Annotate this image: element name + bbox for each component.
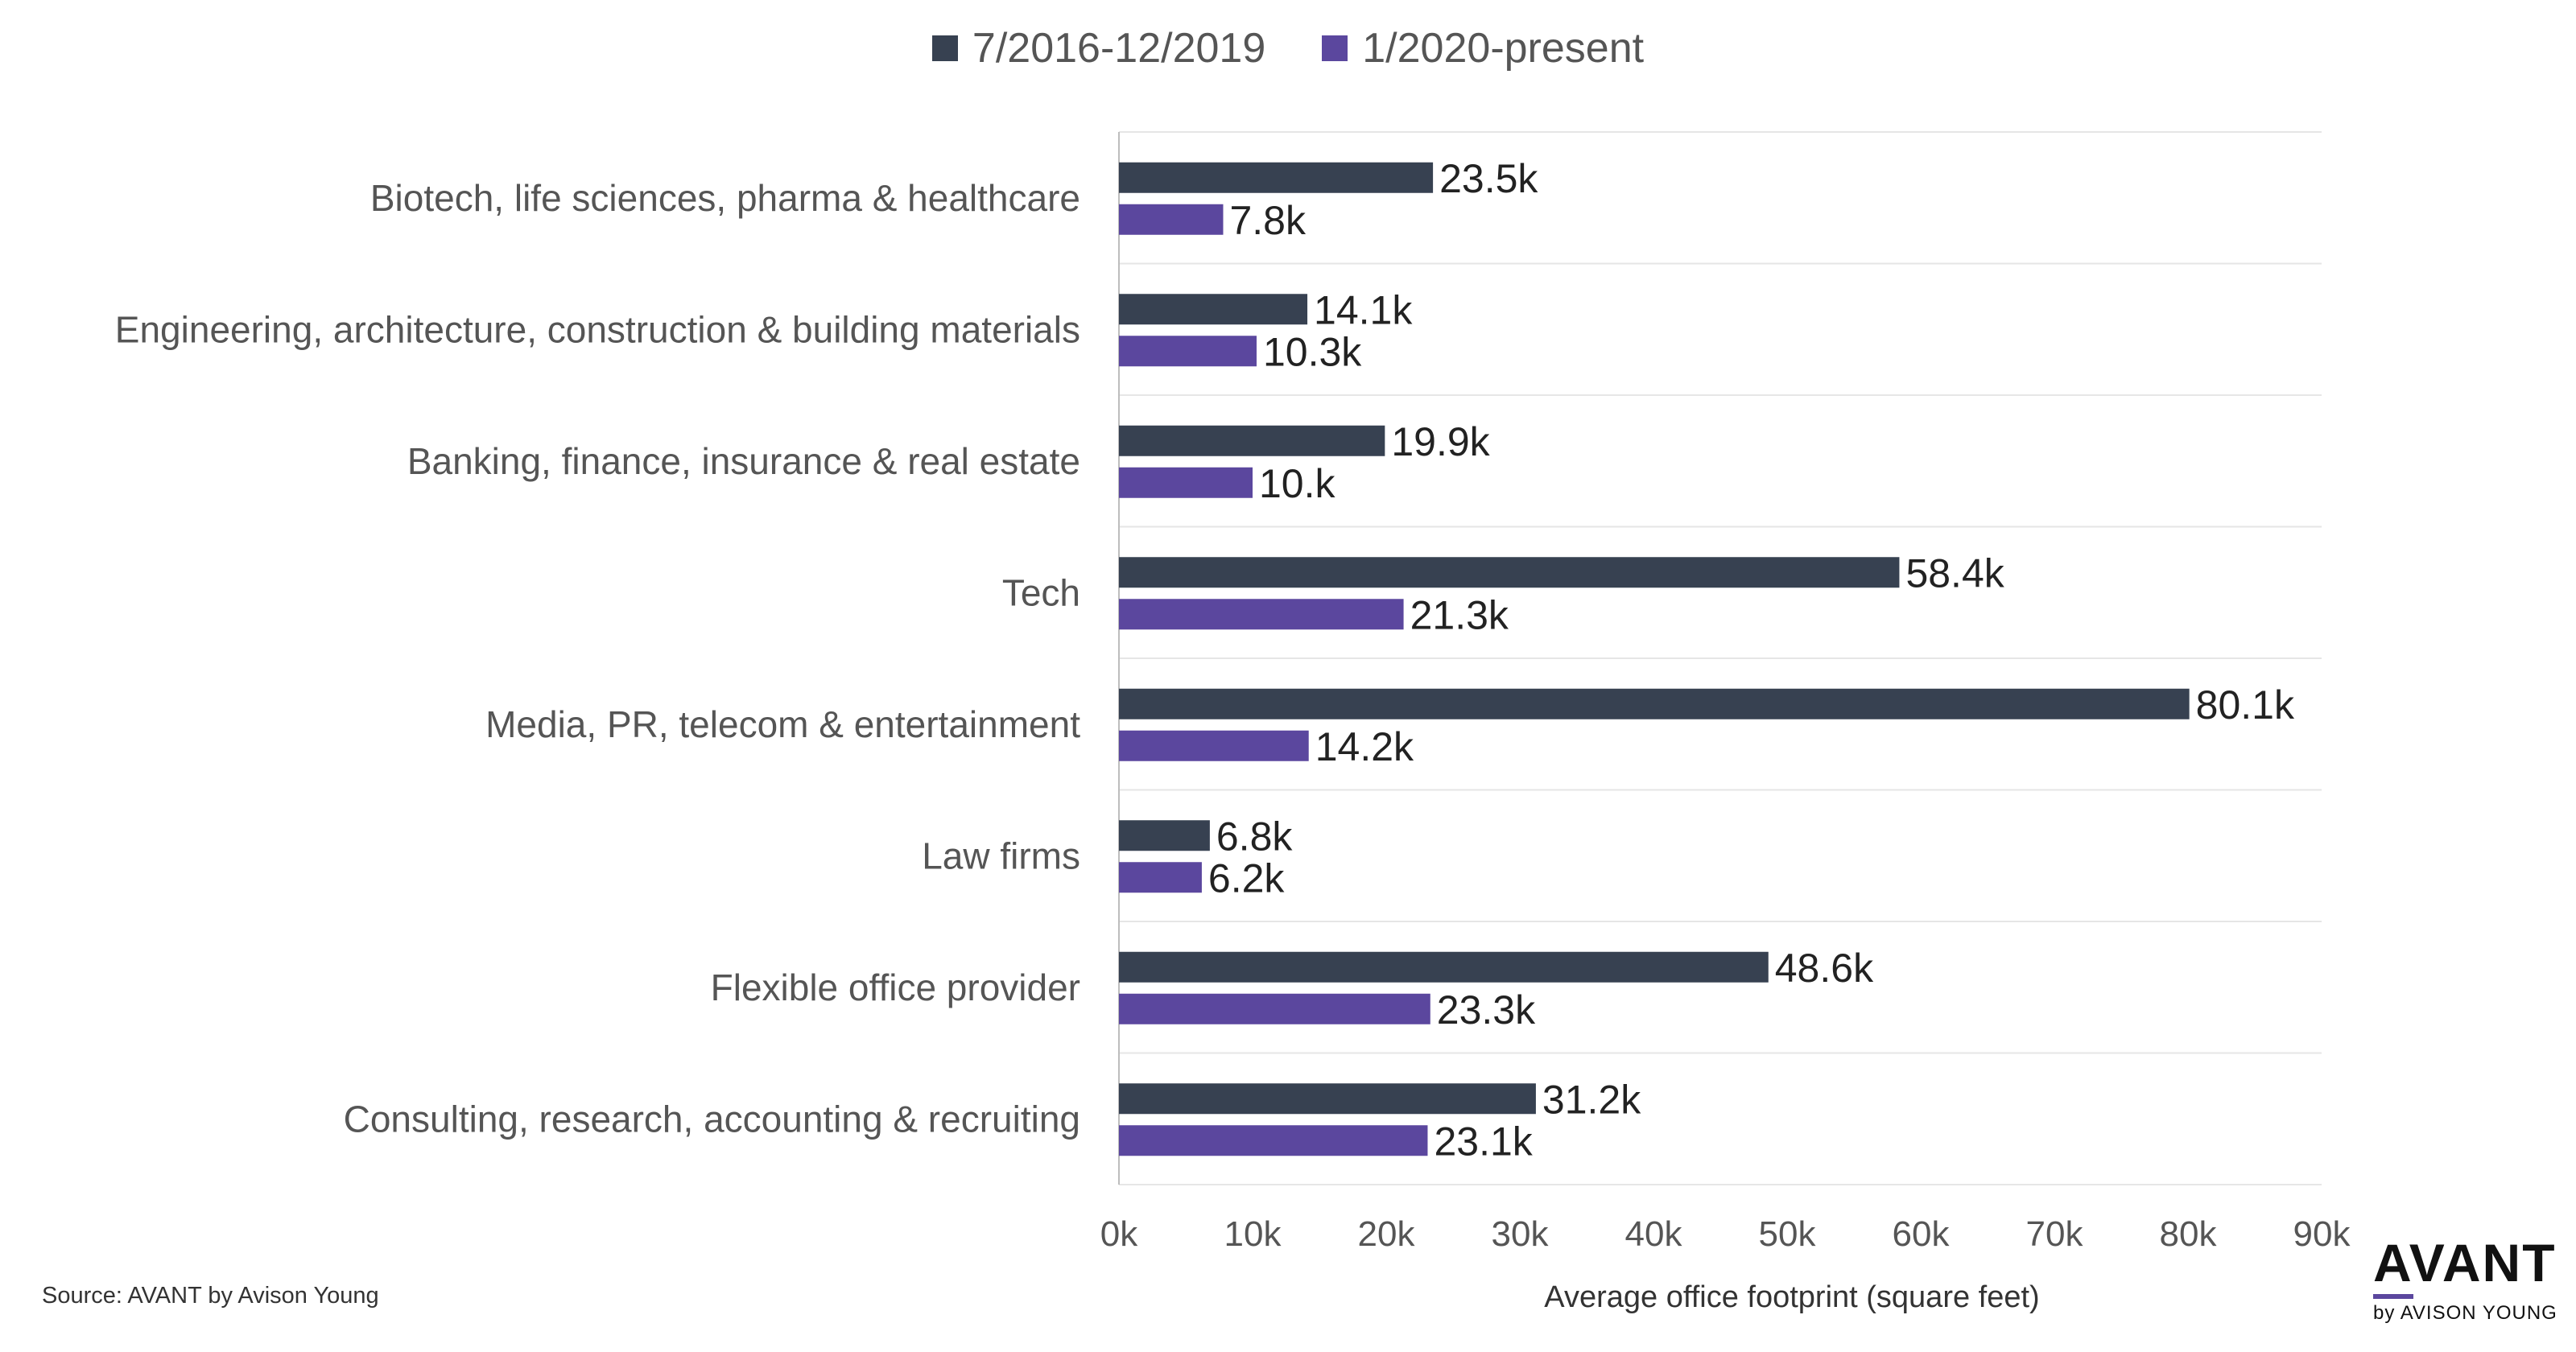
bar xyxy=(1119,163,1433,193)
data-label: 6.8k xyxy=(1216,814,1294,859)
category-label: Biotech, life sciences, pharma & healthc… xyxy=(370,177,1080,219)
bar xyxy=(1119,426,1385,456)
data-label: 48.6k xyxy=(1775,946,1874,991)
data-label: 6.2k xyxy=(1208,855,1286,901)
bar xyxy=(1119,862,1202,892)
bar xyxy=(1119,468,1253,498)
bar xyxy=(1119,731,1309,761)
bar xyxy=(1119,1083,1536,1114)
x-tick-label: 10k xyxy=(1224,1214,1282,1254)
bar xyxy=(1119,820,1210,851)
data-label: 31.2k xyxy=(1542,1077,1641,1122)
bar xyxy=(1119,294,1307,324)
data-label: 80.1k xyxy=(2196,682,2295,728)
data-label: 10.3k xyxy=(1263,329,1362,374)
data-label: 10.k xyxy=(1259,461,1336,506)
category-label: Banking, finance, insurance & real estat… xyxy=(407,440,1080,482)
logo-subtitle: by AVISON YOUNG xyxy=(2373,1302,2566,1325)
data-label: 14.1k xyxy=(1314,287,1413,332)
x-tick-label: 30k xyxy=(1492,1214,1550,1254)
x-tick-label: 40k xyxy=(1625,1214,1683,1254)
x-tick-label: 60k xyxy=(1893,1214,1951,1254)
category-label: Media, PR, telecom & entertainment xyxy=(485,703,1080,745)
x-tick-label: 80k xyxy=(2160,1214,2218,1254)
logo-accent-bar xyxy=(2373,1294,2413,1299)
data-label: 58.4k xyxy=(1905,550,2004,596)
data-label: 19.9k xyxy=(1391,419,1490,464)
x-tick-label: 90k xyxy=(2293,1214,2351,1254)
data-label: 23.3k xyxy=(1437,987,1536,1033)
category-label: Consulting, research, accounting & recru… xyxy=(344,1098,1080,1140)
category-label: Tech xyxy=(1002,571,1080,613)
bar xyxy=(1119,1125,1427,1156)
data-label: 23.5k xyxy=(1439,156,1538,201)
bar xyxy=(1119,599,1404,629)
data-label: 7.8k xyxy=(1229,198,1307,243)
x-tick-label: 0k xyxy=(1100,1214,1138,1254)
x-tick-label: 20k xyxy=(1358,1214,1416,1254)
data-label: 21.3k xyxy=(1410,592,1509,637)
x-axis-label: Average office footprint (square feet) xyxy=(1544,1280,2039,1314)
data-label: 14.2k xyxy=(1315,724,1414,769)
logo-wordmark: AVANT xyxy=(2373,1236,2566,1289)
data-label: 23.1k xyxy=(1434,1119,1533,1164)
bar xyxy=(1119,952,1769,983)
category-label: Law firms xyxy=(922,835,1080,876)
bar xyxy=(1119,204,1223,235)
category-label: Flexible office provider xyxy=(711,967,1080,1008)
source-note: Source: AVANT by Avison Young xyxy=(42,1283,379,1309)
bar xyxy=(1119,689,2190,719)
avant-logo: AVANT by AVISON YOUNG xyxy=(2373,1236,2566,1325)
bar xyxy=(1119,994,1430,1024)
x-tick-label: 50k xyxy=(1759,1214,1817,1254)
category-label: Engineering, architecture, construction … xyxy=(115,308,1080,350)
x-tick-label: 70k xyxy=(2026,1214,2084,1254)
bar xyxy=(1119,557,1899,587)
bar xyxy=(1119,336,1257,366)
